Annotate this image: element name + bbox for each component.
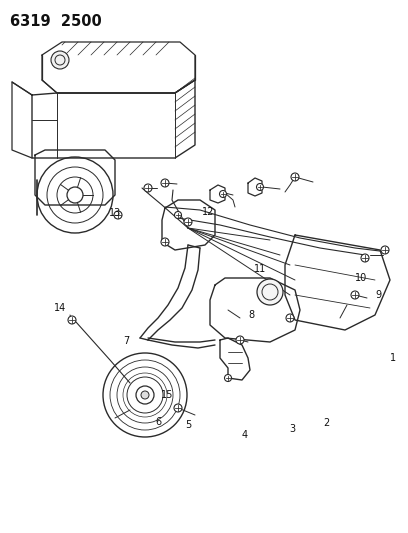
Circle shape [224, 375, 231, 382]
Circle shape [161, 179, 169, 187]
Text: 12: 12 [202, 207, 214, 217]
Circle shape [161, 238, 169, 246]
Text: 3: 3 [289, 424, 295, 434]
Circle shape [236, 336, 244, 344]
Text: 11: 11 [254, 264, 266, 274]
Text: 7: 7 [123, 336, 129, 346]
Text: 13: 13 [109, 208, 121, 218]
Circle shape [51, 51, 69, 69]
Circle shape [174, 404, 182, 412]
Circle shape [114, 211, 122, 219]
Circle shape [257, 279, 283, 305]
Circle shape [286, 314, 294, 322]
Text: 15: 15 [161, 390, 173, 400]
Text: 8: 8 [248, 310, 254, 320]
Text: 6: 6 [155, 417, 161, 427]
Text: 9: 9 [375, 290, 381, 300]
Circle shape [175, 212, 182, 219]
Text: 5: 5 [185, 420, 191, 430]
Text: 4: 4 [242, 430, 248, 440]
Circle shape [144, 184, 152, 192]
Text: 10: 10 [355, 273, 367, 283]
Circle shape [141, 391, 149, 399]
Circle shape [351, 291, 359, 299]
Circle shape [184, 218, 192, 226]
Text: 1: 1 [390, 353, 396, 363]
Text: 6319  2500: 6319 2500 [10, 14, 102, 29]
Circle shape [291, 173, 299, 181]
Circle shape [220, 190, 226, 198]
Text: 14: 14 [54, 303, 66, 313]
Circle shape [381, 246, 389, 254]
Text: 2: 2 [323, 418, 329, 428]
Circle shape [361, 254, 369, 262]
Circle shape [68, 316, 76, 324]
Circle shape [257, 183, 264, 190]
